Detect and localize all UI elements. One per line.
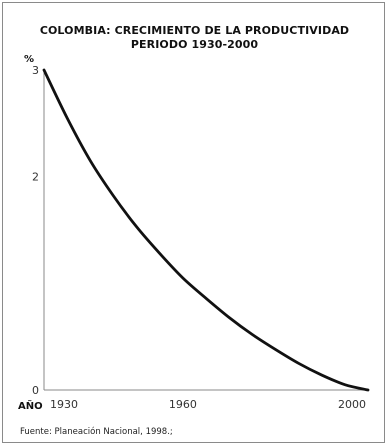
y-axis-label: % xyxy=(24,54,34,65)
y-tick-label: 2 xyxy=(32,171,39,184)
y-tick-label: 0 xyxy=(32,384,39,397)
chart-subtitle: PERIODO 1930-2000 xyxy=(130,38,259,51)
x-tick-label: 2000 xyxy=(338,398,366,411)
x-tick-label: 1960 xyxy=(169,398,197,411)
series-line xyxy=(42,68,370,392)
x-tick-label: 1930 xyxy=(50,398,78,411)
chart-title: COLOMBIA: CRECIMIENTO DE LA PRODUCTIVIDA… xyxy=(39,24,350,37)
x-axis-label: AÑO xyxy=(18,399,43,412)
source-note: Fuente: Planeación Nacional, 1998.; xyxy=(20,427,173,437)
y-tick-label: 3 xyxy=(32,64,39,77)
chart-frame xyxy=(2,2,385,443)
